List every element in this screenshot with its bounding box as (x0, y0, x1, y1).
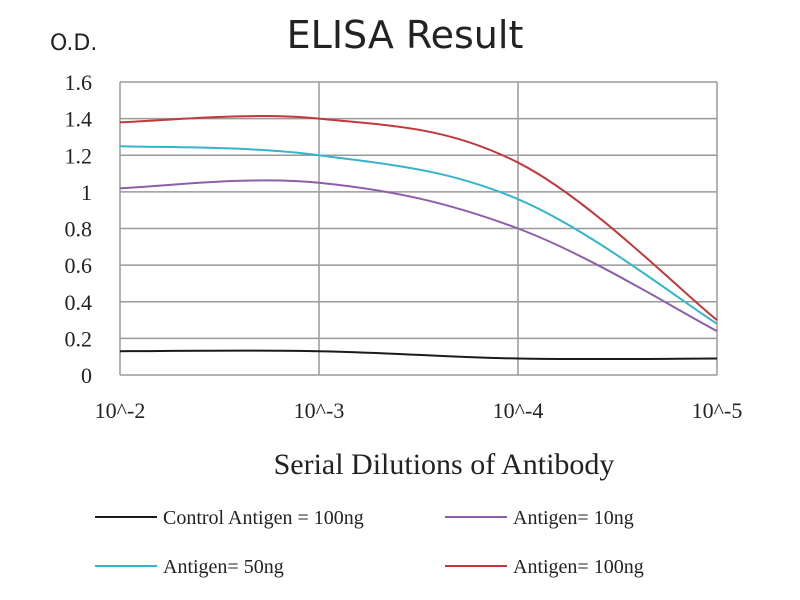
y-tick-labels: 0 0.2 0.4 0.6 0.8 1 1.2 1.4 1.6 (65, 70, 93, 388)
y-tick-label: 1.6 (65, 70, 93, 95)
legend-label: Antigen= 10ng (513, 507, 634, 529)
y-tick-label: 0.6 (65, 253, 93, 278)
y-tick-label: 1 (81, 180, 92, 205)
y-tick-label: 0 (81, 363, 92, 388)
legend-label: Antigen= 50ng (163, 556, 284, 578)
y-tick-label: 1.2 (65, 143, 93, 168)
y-axis-label: O.D. (50, 31, 97, 56)
legend-label: Control Antigen = 100ng (163, 507, 364, 529)
chart-title: ELISA Result (287, 13, 524, 57)
x-tick-label: 10^-5 (692, 398, 743, 423)
series-line-1 (119, 179, 718, 332)
y-tick-label: 0.8 (65, 217, 93, 242)
x-tick-label: 10^-2 (95, 398, 146, 423)
gridlines (119, 81, 718, 376)
series-lines (119, 115, 718, 361)
x-axis-label: Serial Dilutions of Antibody (274, 448, 615, 481)
series-line-3 (119, 115, 718, 321)
legend-label: Antigen= 100ng (513, 556, 644, 578)
legend: Control Antigen = 100ng Antigen= 10ng Anti… (95, 507, 644, 578)
x-tick-label: 10^-3 (294, 398, 345, 423)
series-line-0 (119, 349, 718, 361)
y-tick-label: 0.4 (65, 290, 93, 315)
y-tick-label: 0.2 (65, 326, 93, 351)
x-tick-labels: 10^-2 10^-3 10^-4 10^-5 (95, 398, 743, 423)
series-line-2 (119, 145, 718, 325)
x-tick-label: 10^-4 (493, 398, 544, 423)
y-tick-label: 1.4 (65, 107, 93, 132)
